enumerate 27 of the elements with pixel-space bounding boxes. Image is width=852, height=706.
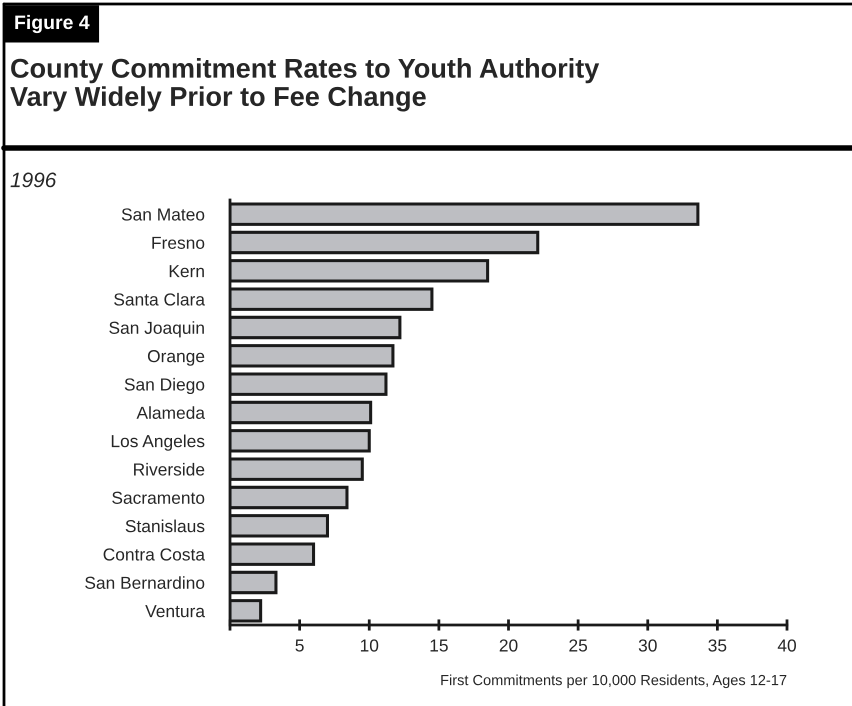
x-axis-title: First Commitments per 10,000 Residents, Ages 12-17 [441, 674, 786, 688]
y-tick-label: Ventura [145, 605, 206, 618]
x-tick-label: 15 [430, 640, 448, 652]
chart-title: County Commitment Rates to Youth Authority Vary Widely Prior to Fee Change [10, 58, 600, 112]
text: 1996 [10, 172, 56, 188]
x-tick-label: 30 [638, 639, 657, 652]
y-tick-label: Kern [170, 265, 204, 278]
x-tick-label: 25 [569, 639, 588, 652]
x-tick-label: 20 [500, 639, 518, 652]
y-tick-label: Riverside [134, 462, 204, 476]
y-tick-label: Stanislaus [126, 520, 204, 532]
y-tick-label: Fresno [152, 236, 204, 249]
y-tick-label: Orange [148, 350, 204, 366]
y-tick-label: Santa Clara [114, 292, 206, 306]
y-tick-label: Contra Costa [104, 548, 206, 561]
y-tick-label: San Diego [124, 378, 204, 394]
x-tick-label: 10 [360, 639, 378, 652]
x-tick-label: 35 [708, 639, 726, 652]
y-tick-label: Los Angeles [112, 434, 204, 451]
y-tick-label: San Mateo [122, 208, 204, 221]
y-tick-label: San Joaquin [109, 321, 204, 338]
y-tick-label: San Bernardino [85, 576, 204, 589]
x-tick-label: 5 [295, 640, 304, 652]
x-tick-label: 40 [778, 639, 796, 652]
caption: Figure 4 [15, 14, 90, 34]
y-tick-label: Sacramento [112, 492, 204, 504]
y-tick-label: Alameda [136, 406, 206, 419]
